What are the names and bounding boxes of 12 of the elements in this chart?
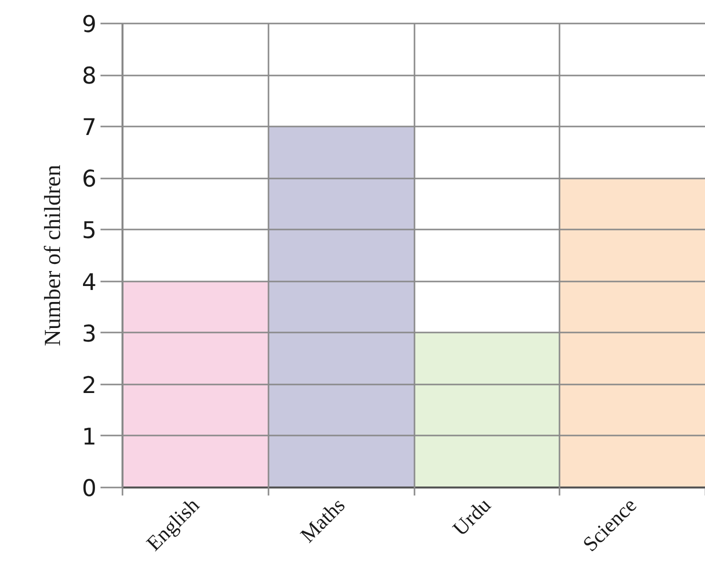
y-axis-title: Number of children: [40, 164, 65, 346]
y-tick-label: 3: [82, 321, 97, 348]
y-tick-label: 4: [82, 270, 97, 296]
y-tick-label: 6: [82, 166, 97, 193]
y-tick-label: 9: [82, 12, 97, 38]
y-tick-label: 0: [82, 476, 97, 502]
x-tick-label: Urdu: [448, 492, 496, 541]
y-tick-label: 2: [82, 372, 97, 399]
y-tick-label: 5: [82, 218, 97, 244]
y-tick-label: 1: [82, 424, 97, 450]
y-tick-label: 7: [82, 115, 97, 142]
y-tick-label: 8: [82, 64, 97, 90]
